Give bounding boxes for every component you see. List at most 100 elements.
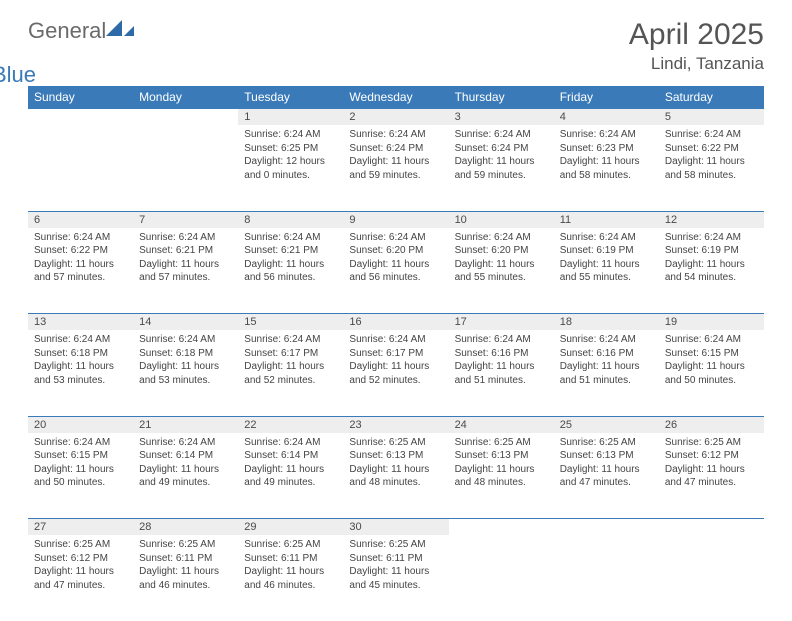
- day-content-cell: Sunrise: 6:25 AMSunset: 6:13 PMDaylight:…: [343, 433, 448, 519]
- day-number-cell: [28, 109, 133, 126]
- sunset-text: Sunset: 6:18 PM: [139, 347, 232, 361]
- sunset-text: Sunset: 6:13 PM: [560, 449, 653, 463]
- daylight-text: Daylight: 11 hours and 59 minutes.: [455, 155, 548, 182]
- day-content-row: Sunrise: 6:25 AMSunset: 6:12 PMDaylight:…: [28, 535, 764, 621]
- day-number-row: 13141516171819: [28, 314, 764, 331]
- daylight-text: Daylight: 11 hours and 56 minutes.: [349, 258, 442, 285]
- sunset-text: Sunset: 6:23 PM: [560, 142, 653, 156]
- sunrise-text: Sunrise: 6:25 AM: [455, 436, 548, 450]
- sunrise-text: Sunrise: 6:24 AM: [560, 231, 653, 245]
- weekday-header: Friday: [554, 86, 659, 109]
- sunrise-text: Sunrise: 6:24 AM: [665, 231, 758, 245]
- daylight-text: Daylight: 11 hours and 51 minutes.: [455, 360, 548, 387]
- daylight-text: Daylight: 11 hours and 46 minutes.: [139, 565, 232, 592]
- sunset-text: Sunset: 6:11 PM: [349, 552, 442, 566]
- sunset-text: Sunset: 6:11 PM: [139, 552, 232, 566]
- day-content-row: Sunrise: 6:24 AM Sunset: 6:22 PM Daylight:…: [28, 228, 764, 314]
- day-content-cell: Sunrise: 6:25 AMSunset: 6:13 PMDaylight:…: [554, 433, 659, 519]
- sunset-text: Sunset: 6:19 PM: [560, 244, 653, 258]
- sunset-text: Sunset: 6:21 PM: [244, 244, 337, 258]
- day-number-cell: [449, 519, 554, 536]
- sunset-text: Sunset: 6:11 PM: [244, 552, 337, 566]
- daylight-text: Daylight: 11 hours and 51 minutes.: [560, 360, 653, 387]
- sunset-text: Sunset: 6:12 PM: [34, 552, 127, 566]
- day-content-cell: Sunrise: 6:24 AMSunset: 6:16 PMDaylight:…: [449, 330, 554, 416]
- weekday-header: Tuesday: [238, 86, 343, 109]
- day-content-cell: Sunrise: 6:25 AMSunset: 6:12 PMDaylight:…: [28, 535, 133, 621]
- day-content-cell: Sunrise: 6:24 AMSunset: 6:25 PMDaylight:…: [238, 125, 343, 211]
- sunset-text: Sunset: 6:22 PM: [665, 142, 758, 156]
- weekday-header-row: Sunday Monday Tuesday Wednesday Thursday…: [28, 86, 764, 109]
- page-title: April 2025: [629, 18, 764, 52]
- day-content-cell: Sunrise: 6:25 AMSunset: 6:11 PMDaylight:…: [343, 535, 448, 621]
- day-content-cell: Sunrise: 6:24 AMSunset: 6:21 PMDaylight:…: [133, 228, 238, 314]
- day-number-cell: 1: [238, 109, 343, 126]
- sunrise-text: Sunrise: 6:25 AM: [560, 436, 653, 450]
- sunrise-text: Sunrise: 6:25 AM: [665, 436, 758, 450]
- sunrise-text: Sunrise: 6:24 AM: [665, 333, 758, 347]
- day-content-cell: Sunrise: 6:24 AMSunset: 6:15 PMDaylight:…: [28, 433, 133, 519]
- daylight-text: Daylight: 11 hours and 53 minutes.: [34, 360, 127, 387]
- sunrise-text: Sunrise: 6:24 AM: [560, 333, 653, 347]
- day-number-cell: 15: [238, 314, 343, 331]
- daylight-text: Daylight: 11 hours and 48 minutes.: [455, 463, 548, 490]
- day-number-cell: 26: [659, 416, 764, 433]
- day-content-cell: Sunrise: 6:24 AMSunset: 6:18 PMDaylight:…: [133, 330, 238, 416]
- day-number-cell: 25: [554, 416, 659, 433]
- day-content-cell: Sunrise: 6:24 AMSunset: 6:19 PMDaylight:…: [659, 228, 764, 314]
- sunset-text: Sunset: 6:20 PM: [455, 244, 548, 258]
- logo: General Blue: [28, 18, 106, 70]
- day-number-cell: 8: [238, 211, 343, 228]
- day-content-cell: Sunrise: 6:25 AMSunset: 6:12 PMDaylight:…: [659, 433, 764, 519]
- day-number-cell: 18: [554, 314, 659, 331]
- sunrise-text: Sunrise: 6:24 AM: [665, 128, 758, 142]
- sunset-text: Sunset: 6:14 PM: [244, 449, 337, 463]
- day-number-cell: 16: [343, 314, 448, 331]
- day-number-row: 12345: [28, 109, 764, 126]
- weekday-header: Thursday: [449, 86, 554, 109]
- day-content-cell: Sunrise: 6:24 AMSunset: 6:18 PMDaylight:…: [28, 330, 133, 416]
- logo-text-general: General: [28, 18, 106, 43]
- day-number-row: 20212223242526: [28, 416, 764, 433]
- sunset-text: Sunset: 6:15 PM: [34, 449, 127, 463]
- day-content-cell: Sunrise: 6:25 AMSunset: 6:11 PMDaylight:…: [238, 535, 343, 621]
- day-content-row: Sunrise: 6:24 AM Sunset: 6:15 PM Daylight:…: [28, 433, 764, 519]
- daylight-text: Daylight: 11 hours and 56 minutes.: [244, 258, 337, 285]
- sunset-text: Sunset: 6:24 PM: [455, 142, 548, 156]
- sunrise-text: Sunrise: 6:24 AM: [244, 436, 337, 450]
- location-label: Lindi, Tanzania: [629, 54, 764, 74]
- day-content-cell: Sunrise: 6:24 AMSunset: 6:23 PMDaylight:…: [554, 125, 659, 211]
- weekday-header: Wednesday: [343, 86, 448, 109]
- day-content-cell: Sunrise: 6:24 AMSunset: 6:22 PMDaylight:…: [659, 125, 764, 211]
- daylight-text: Daylight: 11 hours and 47 minutes.: [560, 463, 653, 490]
- daylight-text: Daylight: 11 hours and 54 minutes.: [665, 258, 758, 285]
- sunset-text: Sunset: 6:22 PM: [34, 244, 127, 258]
- sunrise-text: Sunrise: 6:24 AM: [560, 128, 653, 142]
- day-number-cell: 17: [449, 314, 554, 331]
- sunrise-text: Sunrise: 6:24 AM: [139, 231, 232, 245]
- sunrise-text: Sunrise: 6:25 AM: [349, 436, 442, 450]
- sunrise-text: Sunrise: 6:24 AM: [455, 231, 548, 245]
- sunrise-text: Sunrise: 6:24 AM: [139, 436, 232, 450]
- daylight-text: Daylight: 11 hours and 52 minutes.: [349, 360, 442, 387]
- sunset-text: Sunset: 6:15 PM: [665, 347, 758, 361]
- day-content-cell: Sunrise: 6:24 AMSunset: 6:24 PMDaylight:…: [449, 125, 554, 211]
- day-content-cell: Sunrise: 6:25 AMSunset: 6:13 PMDaylight:…: [449, 433, 554, 519]
- sunrise-text: Sunrise: 6:24 AM: [455, 128, 548, 142]
- sunrise-text: Sunrise: 6:24 AM: [349, 231, 442, 245]
- weekday-header: Saturday: [659, 86, 764, 109]
- daylight-text: Daylight: 11 hours and 58 minutes.: [560, 155, 653, 182]
- day-number-cell: 13: [28, 314, 133, 331]
- day-content-cell: Sunrise: 6:24 AMSunset: 6:24 PMDaylight:…: [343, 125, 448, 211]
- sunset-text: Sunset: 6:18 PM: [34, 347, 127, 361]
- daylight-text: Daylight: 11 hours and 49 minutes.: [139, 463, 232, 490]
- day-content-row: Sunrise: 6:24 AMSunset: 6:25 PMDaylight:…: [28, 125, 764, 211]
- sunset-text: Sunset: 6:14 PM: [139, 449, 232, 463]
- weekday-header: Monday: [133, 86, 238, 109]
- day-content-cell: Sunrise: 6:24 AMSunset: 6:20 PMDaylight:…: [449, 228, 554, 314]
- daylight-text: Daylight: 11 hours and 52 minutes.: [244, 360, 337, 387]
- day-number-cell: 6: [28, 211, 133, 228]
- daylight-text: Daylight: 11 hours and 53 minutes.: [139, 360, 232, 387]
- sunrise-text: Sunrise: 6:24 AM: [455, 333, 548, 347]
- daylight-text: Daylight: 11 hours and 50 minutes.: [665, 360, 758, 387]
